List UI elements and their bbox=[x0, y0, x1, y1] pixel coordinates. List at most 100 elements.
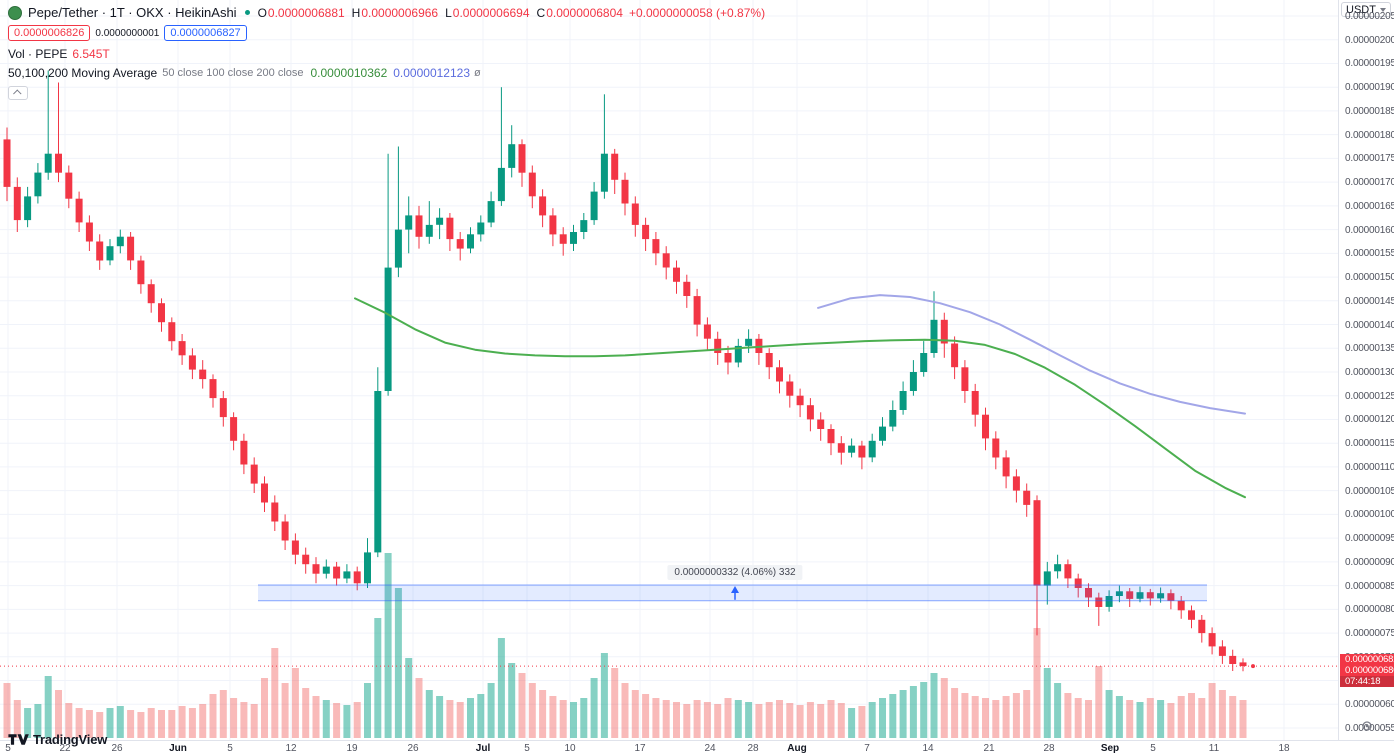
time-tick-label: 22 bbox=[59, 743, 71, 754]
price-tick-label: 0.0000017000 bbox=[1345, 177, 1394, 189]
volume-layer bbox=[3, 553, 1247, 738]
candles-layer bbox=[3, 70, 1247, 672]
price-tick-label: 0.0000005500 bbox=[1345, 723, 1394, 734]
ma-indicator-label: 50,100,200 Moving Average bbox=[8, 66, 158, 80]
symbol-logo-icon bbox=[8, 5, 22, 20]
time-tick-label: 5 bbox=[5, 743, 11, 754]
chevron-up-icon bbox=[13, 89, 22, 98]
spread-value: 0.0000000001 bbox=[95, 27, 160, 39]
price-tick-label: 0.0000014500 bbox=[1345, 295, 1394, 307]
buy-sell-row: 0.0000006826 0.0000000001 0.0000006827 bbox=[8, 25, 765, 41]
tradingview-logo-text: TradingView bbox=[33, 732, 108, 747]
high-label: H bbox=[351, 5, 361, 20]
chart-legend: Pepe/Tether · 1T · OKX · HeikinAshi O0.0… bbox=[8, 5, 765, 100]
time-tick-label: 19 bbox=[346, 743, 358, 754]
time-tick-label: 5 bbox=[227, 743, 233, 754]
price-tick-label: 0.0000014000 bbox=[1345, 319, 1394, 331]
bid-price-label: 0.0000006821 bbox=[1340, 654, 1394, 665]
time-tick-label: 26 bbox=[111, 743, 123, 754]
price-tick-label: 0.0000006000 bbox=[1345, 699, 1394, 711]
ma-blue-value: 0.0000012123 bbox=[393, 66, 470, 80]
time-tick-label: 17 bbox=[634, 743, 646, 754]
time-tick-label: 10 bbox=[564, 743, 576, 754]
volume-indicator-value: 6.545T bbox=[72, 47, 110, 61]
price-tick-label: 0.0000020000 bbox=[1345, 34, 1394, 46]
grid-layer bbox=[0, 0, 1338, 740]
close-value: 0.0000006804 bbox=[546, 5, 623, 20]
currency-dropdown-label: USDT bbox=[1346, 3, 1376, 16]
ohlc-values: O0.0000006881 H0.0000006966 L0.000000669… bbox=[258, 6, 623, 20]
price-tick-label: 0.0000018500 bbox=[1345, 105, 1394, 117]
ma-suffix: ø bbox=[474, 67, 481, 79]
price-tick-label: 0.0000015000 bbox=[1345, 272, 1394, 284]
price-tick-label: 0.0000010500 bbox=[1345, 485, 1394, 497]
time-tick-label: 11 bbox=[1208, 743, 1220, 754]
time-tick-label: 18 bbox=[1278, 743, 1290, 754]
price-tick-label: 0.0000011000 bbox=[1345, 461, 1394, 473]
legend-collapse-button[interactable] bbox=[8, 86, 28, 100]
price-tick-label: 0.0000017500 bbox=[1345, 153, 1394, 165]
price-tick-label: 0.0000011500 bbox=[1345, 438, 1394, 450]
tradingview-logo[interactable]: TradingView bbox=[8, 732, 107, 747]
time-tick-label: 28 bbox=[1043, 743, 1055, 754]
price-chart-canvas[interactable] bbox=[0, 0, 1338, 740]
price-tick-label: 0.0000020500 bbox=[1345, 11, 1394, 22]
price-tick-label: 0.0000016000 bbox=[1345, 224, 1394, 236]
price-tick-label: 0.0000008500 bbox=[1345, 580, 1394, 592]
price-scale-settings-icon[interactable] bbox=[1361, 719, 1373, 737]
low-label: L bbox=[445, 5, 452, 20]
volume-indicator-row[interactable]: Vol · PEPE 6.545T bbox=[8, 47, 765, 61]
price-tick-label: 0.0000012500 bbox=[1345, 390, 1394, 402]
chevron-down-icon bbox=[1379, 7, 1386, 12]
symbol-title[interactable]: Pepe/Tether · 1T · OKX · HeikinAshi bbox=[28, 5, 237, 20]
time-tick-label: Jul bbox=[475, 743, 491, 754]
close-label: C bbox=[536, 5, 546, 20]
price-tick-label: 0.0000018000 bbox=[1345, 129, 1394, 141]
time-tick-label: 26 bbox=[407, 743, 419, 754]
bar-countdown-label: 07:44:18 bbox=[1340, 676, 1394, 687]
time-tick-label: Sep bbox=[1100, 743, 1120, 754]
time-tick-label: 12 bbox=[285, 743, 297, 754]
symbol-row: Pepe/Tether · 1T · OKX · HeikinAshi O0.0… bbox=[8, 5, 765, 20]
time-tick-label: 5 bbox=[1150, 743, 1156, 754]
market-status-icon[interactable] bbox=[244, 10, 250, 15]
price-tick-label: 0.0000016500 bbox=[1345, 200, 1394, 212]
ma-indicator-row[interactable]: 50,100,200 Moving Average 50 close 100 c… bbox=[8, 66, 765, 80]
time-tick-label: 28 bbox=[747, 743, 759, 754]
time-tick-label: 14 bbox=[922, 743, 934, 754]
time-tick-label: 21 bbox=[983, 743, 995, 754]
currency-dropdown[interactable]: USDT bbox=[1341, 2, 1391, 17]
tradingview-logo-icon bbox=[8, 734, 29, 745]
open-value: 0.0000006881 bbox=[267, 5, 345, 20]
last-price-layer bbox=[0, 664, 1338, 669]
price-axis[interactable]: USDT 0.0000020500 0.0000020000 0.000001950… bbox=[1338, 0, 1394, 740]
price-tick-label: 0.0000019500 bbox=[1345, 58, 1394, 70]
price-tick-label: 0.0000009000 bbox=[1345, 556, 1394, 568]
range-measurement-label[interactable]: 0.0000000332 (4.06%) 332 bbox=[667, 565, 803, 580]
price-tick-label: 0.0000008000 bbox=[1345, 604, 1394, 616]
low-value: 0.0000006694 bbox=[452, 5, 530, 20]
time-tick-label: 7 bbox=[864, 743, 870, 754]
price-tick-label: 0.0000013000 bbox=[1345, 367, 1394, 378]
volume-indicator-label: Vol · PEPE bbox=[8, 47, 68, 61]
price-tick-label: 0.0000012000 bbox=[1345, 414, 1394, 426]
moving-average-layer bbox=[354, 294, 1246, 499]
price-tick-label: 0.0000015500 bbox=[1345, 248, 1394, 260]
last-price-label: 0.0000006804 bbox=[1340, 665, 1394, 676]
change-value: +0.0000000058 (+0.87%) bbox=[628, 5, 766, 20]
buy-button[interactable]: 0.0000006827 bbox=[164, 25, 247, 41]
time-tick-label: Jun bbox=[169, 743, 187, 754]
time-tick-label: 24 bbox=[704, 743, 716, 754]
price-tick-label: 0.0000007500 bbox=[1345, 628, 1394, 640]
price-tick-label: 0.0000010000 bbox=[1345, 509, 1394, 521]
time-axis[interactable]: 5 22 26 Jun 5 12 19 26 Jul 5 10 17 24 28 Aug 7 14 21 28 Sep… bbox=[0, 740, 1394, 756]
price-tick-label: 0.0000013500 bbox=[1345, 343, 1394, 355]
high-value: 0.0000006966 bbox=[361, 5, 439, 20]
sell-button[interactable]: 0.0000006826 bbox=[8, 25, 91, 41]
range-band-layer bbox=[258, 584, 1207, 602]
time-tick-label: 5 bbox=[524, 743, 530, 754]
price-tick-label: 0.0000019000 bbox=[1345, 82, 1394, 94]
ma-indicator-params: 50 close 100 close 200 close bbox=[162, 67, 304, 79]
price-tick-label: 0.0000009500 bbox=[1345, 533, 1394, 545]
